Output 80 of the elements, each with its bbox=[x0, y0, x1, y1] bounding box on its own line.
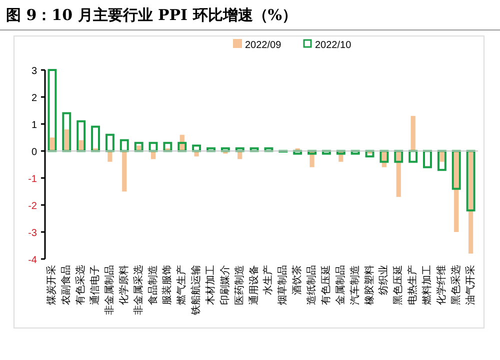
x-tick-label: 印刷媒介 bbox=[218, 265, 231, 305]
x-tick-label: 非金属制品 bbox=[103, 265, 116, 315]
x-tick-label: 造纸制品 bbox=[306, 265, 318, 305]
x-tick-label: 有色采选 bbox=[74, 265, 87, 305]
x-tick-label: 煤炭开采 bbox=[46, 265, 58, 305]
bar bbox=[235, 147, 244, 152]
y-tick-label: 3 bbox=[31, 66, 38, 77]
bar bbox=[122, 151, 127, 192]
y-tick-label: 2 bbox=[31, 93, 38, 104]
y-tick-label: 1 bbox=[31, 120, 38, 131]
x-tick-label: 燃料加工 bbox=[420, 265, 433, 305]
x-tick-label: 燃气生产 bbox=[176, 265, 188, 305]
bar bbox=[410, 116, 416, 151]
x-tick-label: 油气开采 bbox=[464, 265, 476, 305]
legend-label: 2022/10 bbox=[315, 40, 352, 51]
bar bbox=[437, 150, 446, 171]
bar bbox=[264, 147, 274, 152]
bar bbox=[293, 150, 302, 155]
bar bbox=[148, 142, 158, 152]
x-tick-label: 木材加工 bbox=[204, 265, 216, 305]
x-tick-label: 金属制品 bbox=[334, 265, 346, 305]
bar bbox=[91, 126, 100, 152]
bar bbox=[466, 150, 476, 212]
bar bbox=[163, 142, 172, 152]
x-tick-label: 黑色压延 bbox=[392, 265, 404, 305]
bar bbox=[454, 151, 459, 232]
y-tick-label: -3 bbox=[28, 228, 38, 239]
bar bbox=[365, 150, 374, 158]
bar bbox=[336, 150, 346, 155]
bar bbox=[194, 151, 199, 156]
x-tick-label: 橡胶塑料 bbox=[363, 265, 376, 305]
bar bbox=[394, 150, 404, 163]
x-tick-label: 非金属采选 bbox=[132, 265, 144, 315]
x-tick-label: 纺织业 bbox=[378, 265, 390, 295]
x-tick-label: 铁船航运输 bbox=[190, 265, 202, 316]
bar bbox=[62, 112, 72, 152]
bar bbox=[423, 150, 432, 168]
bar bbox=[48, 69, 57, 152]
bar bbox=[308, 150, 316, 155]
bar bbox=[468, 151, 474, 254]
y-tick-label: -2 bbox=[28, 201, 38, 212]
x-tick-label: 农副食品 bbox=[60, 265, 72, 305]
bar bbox=[50, 138, 55, 151]
x-tick-label: 汽车制造 bbox=[348, 265, 361, 305]
bar bbox=[78, 140, 84, 151]
x-tick-label: 水生产 bbox=[262, 265, 274, 295]
x-tick-label: 服装服饰 bbox=[161, 265, 174, 305]
bar bbox=[206, 147, 216, 152]
legend-label: 2022/09 bbox=[245, 40, 282, 51]
bar bbox=[396, 151, 401, 197]
chart-title: 图 9：10 月主要行业 PPI 环比增速（%） bbox=[6, 6, 298, 24]
x-tick-label: 通用设备 bbox=[248, 265, 260, 305]
x-tick-label: 有色压延 bbox=[320, 265, 332, 305]
bar bbox=[380, 150, 389, 163]
bar bbox=[220, 147, 230, 152]
x-tick-label: 烟草制品 bbox=[276, 265, 289, 305]
x-tick-label: 医药制造 bbox=[233, 265, 246, 305]
bar bbox=[120, 139, 129, 152]
x-tick-label: 酒饮茶 bbox=[291, 265, 304, 295]
x-tick-label: 电热生产 bbox=[406, 265, 419, 305]
bar bbox=[108, 151, 112, 162]
y-tick-label: 0 bbox=[31, 147, 38, 158]
x-tick-label: 黑色采选 bbox=[450, 265, 462, 305]
x-tick-label: 食品制造 bbox=[146, 265, 159, 305]
x-tick-label: 化学纤维 bbox=[435, 265, 448, 305]
bar bbox=[250, 147, 259, 152]
bar bbox=[105, 134, 114, 152]
x-tick-label: 化学原料 bbox=[118, 265, 130, 305]
y-tick-label: -1 bbox=[28, 174, 38, 185]
bar bbox=[452, 150, 461, 190]
bar bbox=[64, 129, 69, 151]
bar bbox=[178, 142, 187, 152]
bar bbox=[408, 150, 418, 163]
bar bbox=[76, 120, 86, 152]
bar bbox=[350, 150, 360, 155]
bar bbox=[192, 144, 202, 152]
y-tick-label: -4 bbox=[28, 255, 38, 266]
x-tick-label: 通信电子 bbox=[89, 265, 102, 305]
bar bbox=[134, 142, 144, 152]
bar bbox=[322, 150, 331, 155]
